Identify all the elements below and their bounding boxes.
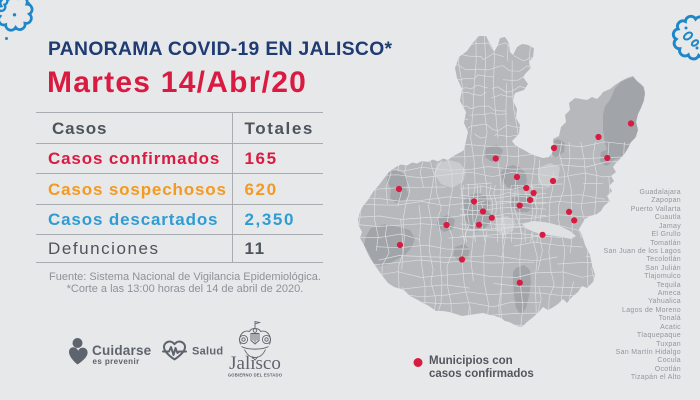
svg-text:GOBIERNO DEL ESTADO: GOBIERNO DEL ESTADO (228, 373, 283, 378)
svg-text:Salud: Salud (192, 346, 223, 358)
svg-text:Cuidarse: Cuidarse (92, 343, 152, 358)
svg-text:es prevenir: es prevenir (93, 357, 140, 366)
svg-text:Jalisco: Jalisco (229, 353, 281, 374)
